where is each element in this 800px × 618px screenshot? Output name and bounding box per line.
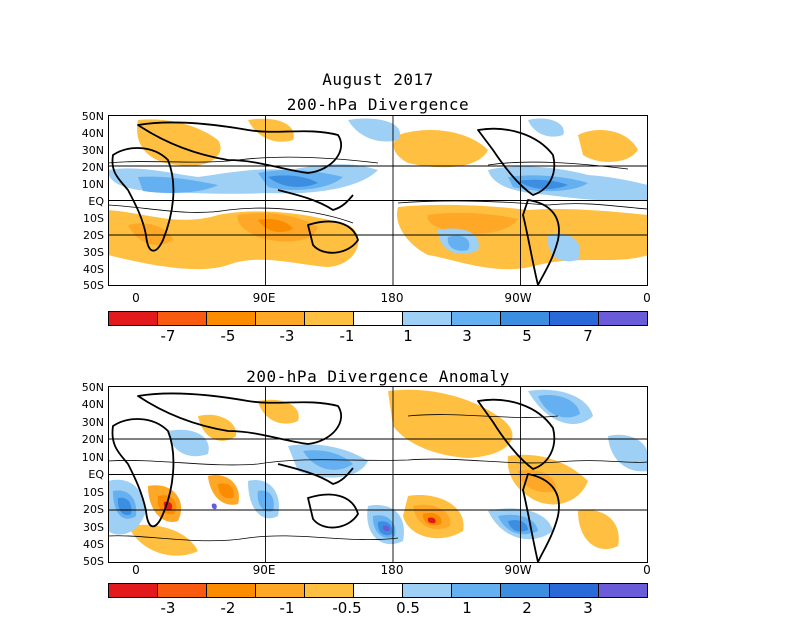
lat-label: 50S <box>83 555 104 568</box>
colorbar-label: 3 <box>583 599 593 617</box>
colorbar-swatch <box>158 312 207 325</box>
colorbar-swatch <box>207 312 256 325</box>
colorbar-swatch <box>305 312 354 325</box>
colorbar-label: -0.5 <box>332 599 362 617</box>
colorbar-swatch <box>109 584 158 597</box>
lat-label: 40N <box>81 398 104 411</box>
colorbar-swatch <box>207 584 256 597</box>
lon-label: 90E <box>252 563 276 577</box>
lat-label: 20S <box>83 229 104 242</box>
colorbar-label: -1 <box>339 327 355 345</box>
lat-label: 50N <box>81 381 104 394</box>
lat-label: 30N <box>81 416 104 429</box>
colorbar-swatch <box>501 312 550 325</box>
lat-label: 10S <box>83 486 104 499</box>
lon-label: 90W <box>504 563 532 577</box>
colorbar-label: -1 <box>279 599 295 617</box>
lat-label: 40N <box>81 127 104 140</box>
colorbar-swatch <box>599 584 647 597</box>
lat-label: 20S <box>83 503 104 516</box>
colorbar-swatch <box>354 584 403 597</box>
lat-label: 50S <box>83 279 104 292</box>
lon-label: 180 <box>380 563 404 577</box>
colorbar-label: 3 <box>462 327 472 345</box>
colorbar-label: -2 <box>220 599 236 617</box>
colorbar-swatch <box>403 584 452 597</box>
lat-label: 30S <box>83 521 104 534</box>
lon-label: 0 <box>132 291 140 305</box>
colorbar-label: 7 <box>583 327 593 345</box>
divergence-anomaly-map <box>108 386 648 563</box>
colorbar-label: -5 <box>220 327 236 345</box>
colorbar-swatch <box>403 312 452 325</box>
lat-label: 10N <box>81 178 104 191</box>
colorbar-swatch <box>550 584 599 597</box>
lon-label: 0 <box>643 563 651 577</box>
colorbar-swatch <box>109 312 158 325</box>
lat-label: 40S <box>83 263 104 276</box>
divergence-map <box>108 115 648 286</box>
lat-label: 30N <box>81 144 104 157</box>
lat-label: 20N <box>81 161 104 174</box>
lat-label: EQ <box>88 195 104 208</box>
colorbar-swatch <box>256 584 305 597</box>
colorbar-label: 5 <box>522 327 532 345</box>
lat-label: 20N <box>81 433 104 446</box>
colorbar-swatch <box>158 584 207 597</box>
colorbar-swatch <box>550 312 599 325</box>
lon-label: 180 <box>380 291 404 305</box>
colorbar-swatch <box>452 312 501 325</box>
colorbar-label: 1 <box>462 599 472 617</box>
colorbar-label: 1 <box>403 327 413 345</box>
colorbar-swatch <box>501 584 550 597</box>
colorbar-anomaly <box>108 583 648 598</box>
lon-label: 0 <box>643 291 651 305</box>
panel2-title: 200-hPa Divergence Anomaly <box>246 367 510 386</box>
lon-label: 90E <box>252 291 276 305</box>
colorbar-label: -3 <box>279 327 295 345</box>
colorbar-swatch <box>256 312 305 325</box>
colorbar-label: 2 <box>522 599 532 617</box>
lat-label: 10S <box>83 212 104 225</box>
colorbar-label: 0.5 <box>396 599 420 617</box>
colorbar-divergence <box>108 311 648 326</box>
lat-label: 30S <box>83 246 104 259</box>
colorbar-swatch <box>305 584 354 597</box>
lat-label: 10N <box>81 451 104 464</box>
divergence-map-plot <box>108 115 648 286</box>
colorbar-label: -7 <box>160 327 176 345</box>
figure-date-title: August 2017 <box>322 70 434 89</box>
divergence-anomaly-map-plot <box>108 386 648 563</box>
colorbar-swatch <box>599 312 647 325</box>
panel1-title: 200-hPa Divergence <box>286 95 470 114</box>
lon-label: 90W <box>504 291 532 305</box>
lon-label: 0 <box>132 563 140 577</box>
lat-label: 40S <box>83 538 104 551</box>
lat-label: EQ <box>88 468 104 481</box>
colorbar-label: -3 <box>160 599 176 617</box>
lat-label: 50N <box>81 110 104 123</box>
colorbar-swatch <box>354 312 403 325</box>
colorbar-swatch <box>452 584 501 597</box>
